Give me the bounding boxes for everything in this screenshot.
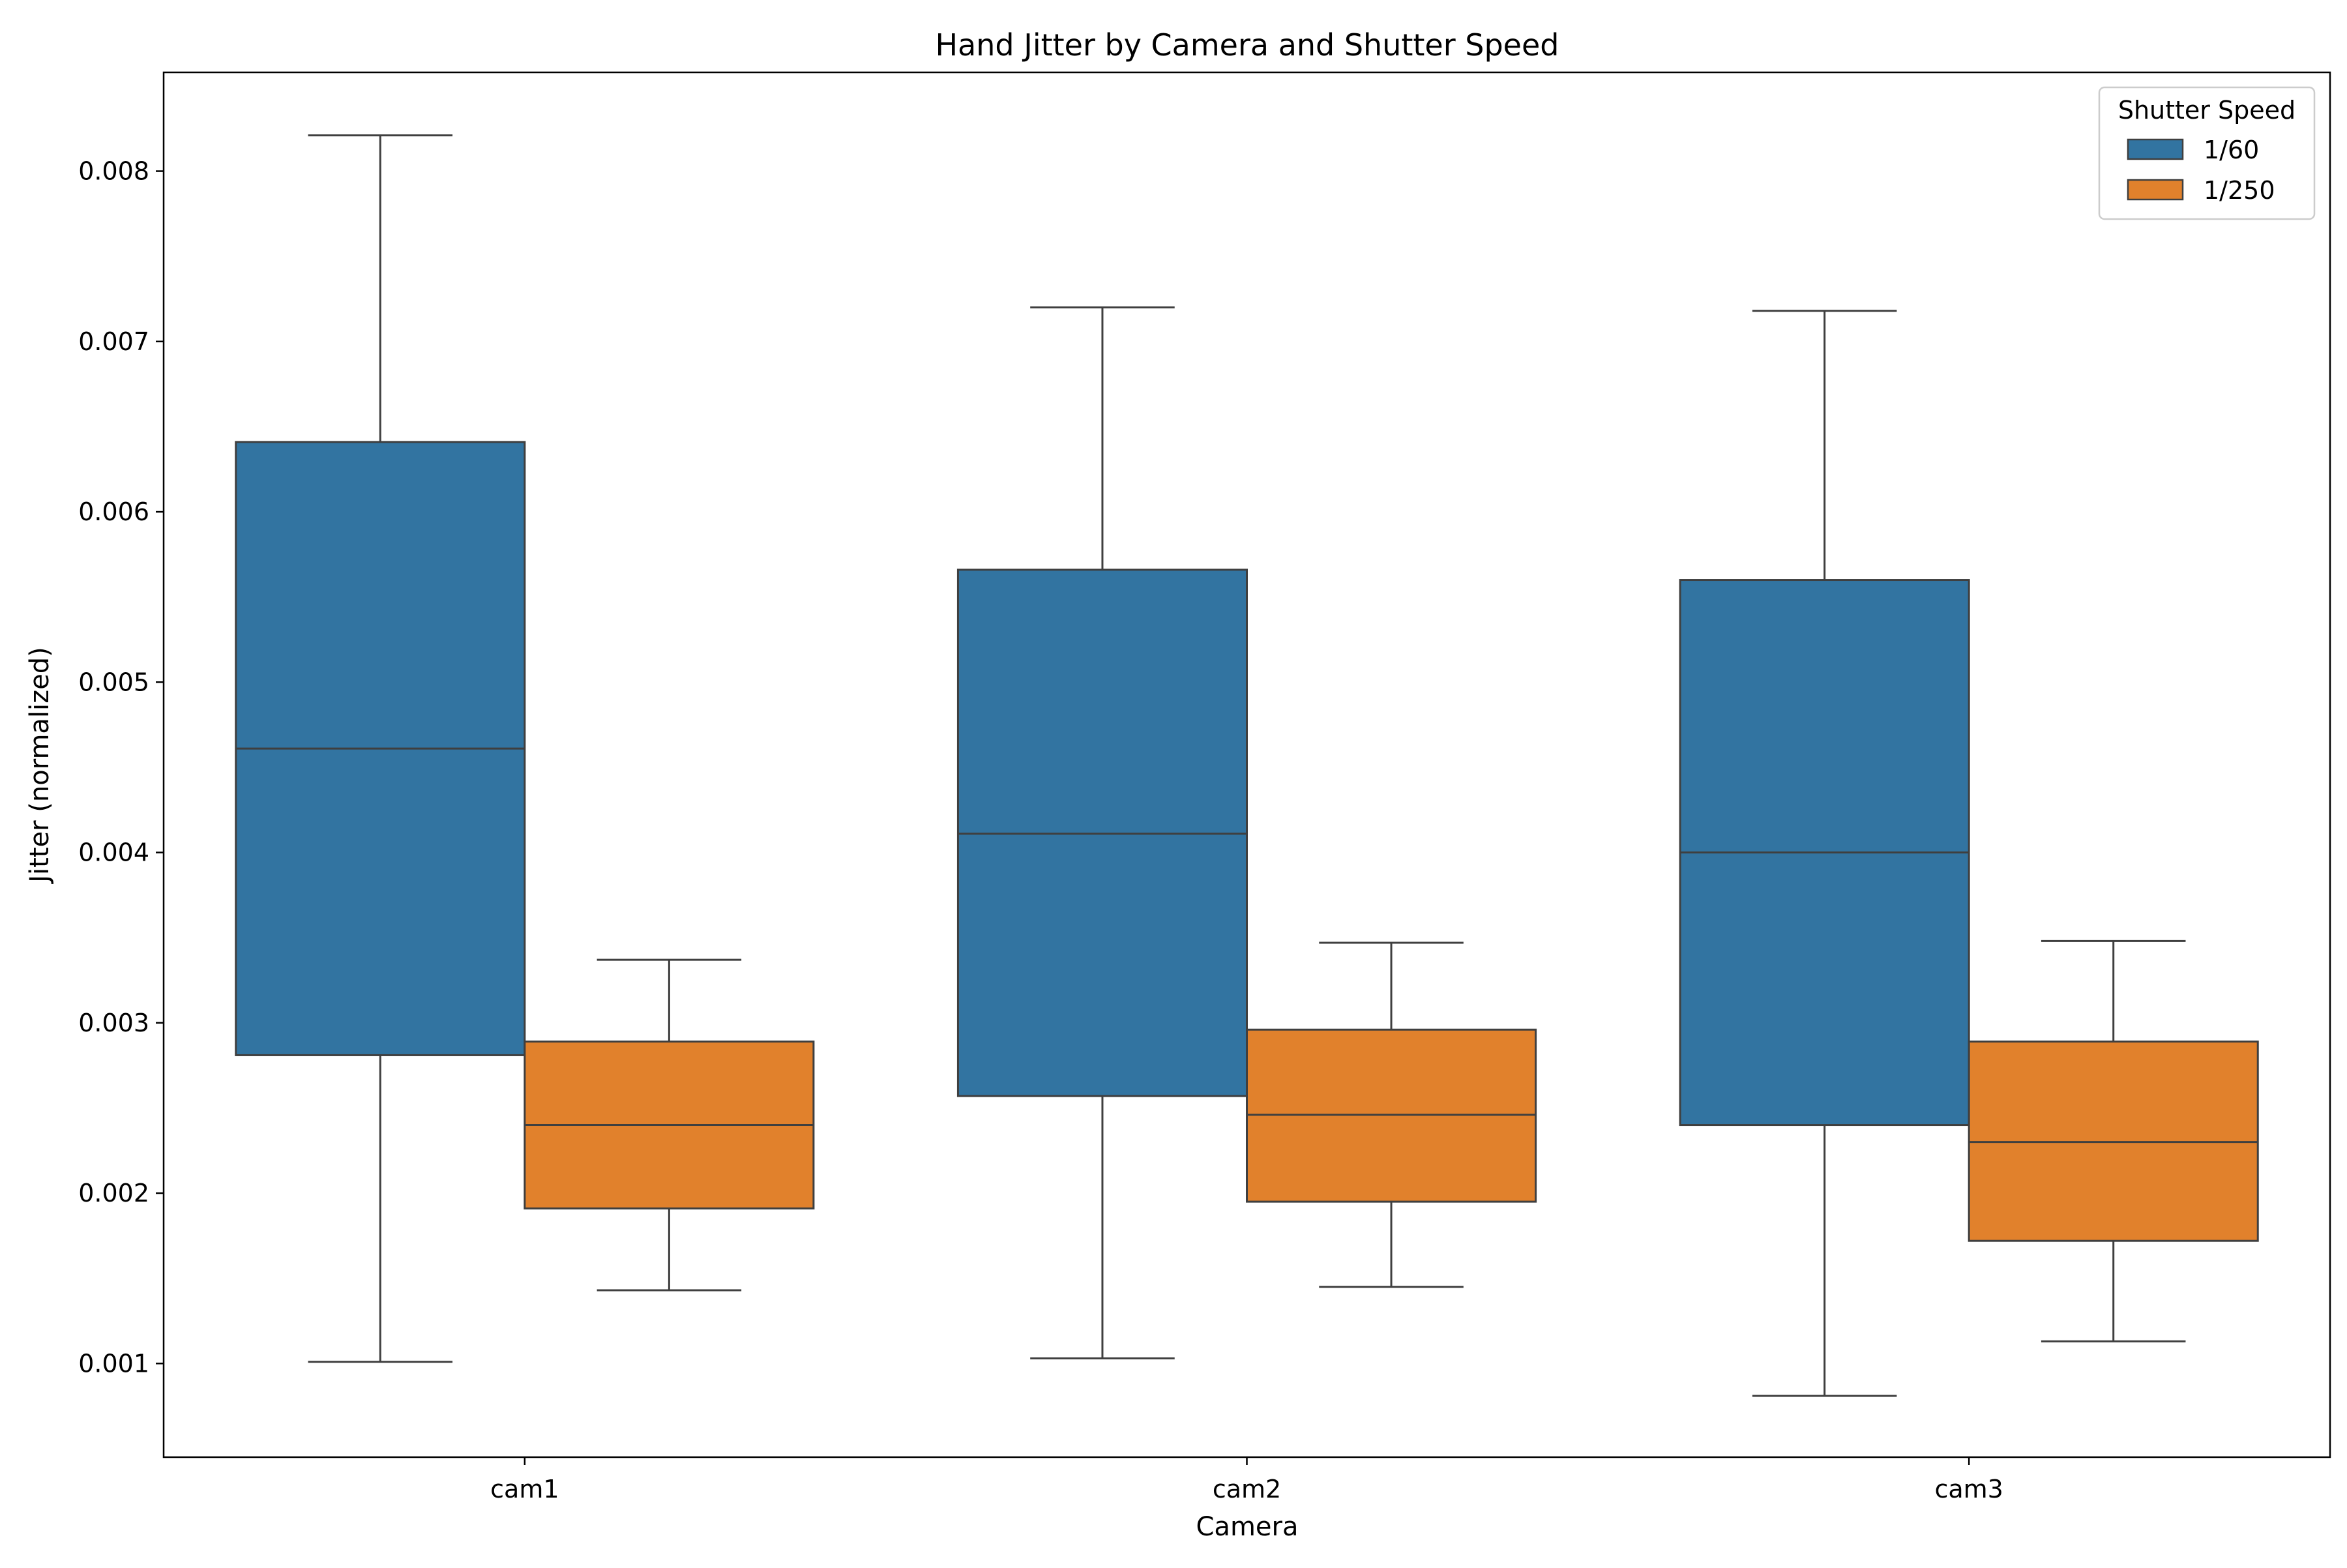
legend-item: 1/60 <box>2127 136 2259 164</box>
box-group-cam2-2 <box>1246 941 1537 1288</box>
legend-item: 1/250 <box>2127 176 2275 205</box>
x-tick-label: cam1 <box>490 1475 559 1503</box>
box-group-cam1-2 <box>524 958 815 1292</box>
legend-swatch <box>2127 138 2184 160</box>
y-tick-label: 0.008 <box>78 157 149 186</box>
y-tick-label: 0.003 <box>78 1009 149 1037</box>
y-axis-label: Jitter (normalized) <box>25 647 55 885</box>
legend-title: Shutter Speed <box>2118 96 2295 125</box>
legend-items: 1/60 1/250 <box>2127 136 2275 205</box>
box-group-cam2-1 <box>956 306 1248 1359</box>
y-tick-label: 0.002 <box>78 1179 149 1207</box>
legend-label: 1/250 <box>2204 176 2275 205</box>
box-group-cam1-1 <box>235 134 526 1363</box>
plot-frame <box>162 71 2331 1458</box>
box-group-cam3-2 <box>1968 939 2259 1342</box>
legend: Shutter Speed 1/60 1/250 <box>2098 86 2316 220</box>
legend-swatch <box>2127 179 2184 201</box>
x-tick-label: cam3 <box>1934 1475 2003 1503</box>
x-axis-label: Camera <box>1196 1512 1299 1542</box>
chart-title: Hand Jitter by Camera and Shutter Speed <box>936 27 1559 63</box>
box-group-cam3-1 <box>1679 310 1970 1397</box>
boxes-layer <box>235 134 2259 1397</box>
y-tick-label: 0.006 <box>78 497 149 526</box>
y-tick-label: 0.007 <box>78 327 149 356</box>
y-tick-label: 0.005 <box>78 668 149 696</box>
y-tick-label: 0.004 <box>78 838 149 867</box>
x-tick-label: cam2 <box>1213 1475 1281 1503</box>
y-tick-label: 0.001 <box>78 1349 149 1378</box>
legend-label: 1/60 <box>2204 136 2259 164</box>
x-axis: cam1 cam2 cam3 <box>490 1457 2003 1503</box>
y-axis: 0.001 0.002 0.003 0.004 0.005 0.006 0.007 0.008 <box>78 157 164 1378</box>
